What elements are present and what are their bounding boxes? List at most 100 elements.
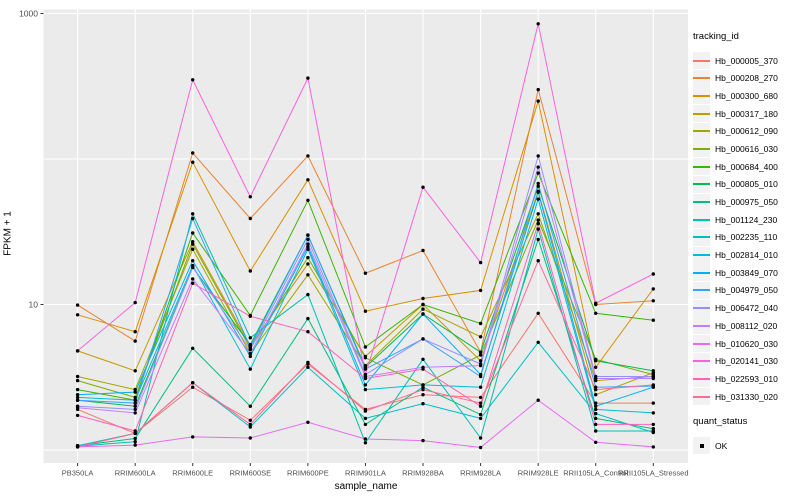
- legend-label-Hb_000616_030: Hb_000616_030: [715, 143, 778, 154]
- legend-key-Hb_000975_050: [693, 193, 710, 211]
- data-point-Hb_000975_050-RRIM600PE: [306, 316, 310, 321]
- data-point-Hb_000684_400-RRIM928LA: [478, 321, 483, 326]
- legend-item-Hb_000616_030: Hb_000616_030: [693, 140, 799, 158]
- legend-key-Hb_001124_230: [693, 211, 710, 229]
- data-point-Hb_000684_400-RRIM901LA: [363, 345, 368, 349]
- legend-item-Hb_002814_010: Hb_002814_010: [693, 246, 799, 264]
- data-point-Hb_000975_050-RRIM600SE: [248, 404, 252, 408]
- data-point-Hb_000975_050-RRIM600LE: [191, 346, 195, 350]
- data-point-Hb_001124_230-RRIM600LE: [191, 212, 195, 216]
- legend-key-Hb_000612_090: [693, 122, 710, 140]
- data-point-Hb_031330_020-RRIM928LA: [478, 401, 483, 405]
- data-point-Hb_000616_030-RRIM600LE: [191, 242, 195, 246]
- legend-item-Hb_000805_010: Hb_000805_010: [693, 175, 799, 193]
- data-point-Hb_000612_090-RRIM600LA: [133, 387, 137, 392]
- data-point-Hb_002814_010-RRIM901LA: [363, 387, 368, 392]
- data-point-Hb_000805_010-RRIM928LA: [478, 350, 483, 354]
- data-point-Hb_022593_010-RRIM600LA: [133, 429, 137, 433]
- data-point-Hb_000005_370-RRIM928BA: [421, 393, 425, 397]
- color-line-swatch-icon: [693, 342, 710, 345]
- data-point-Hb_000612_090-RRIM600LE: [191, 247, 195, 251]
- data-point-Hb_008112_020-RRIM600LE: [191, 277, 195, 281]
- color-line-swatch-icon: [693, 324, 710, 327]
- data-point-Hb_000616_030-RRIM600PE: [306, 255, 310, 260]
- data-point-Hb_000612_090-RRIM928BA: [421, 307, 425, 311]
- legend-item-Hb_000317_180: Hb_000317_180: [693, 105, 799, 123]
- data-point-Hb_002235_110-RRIM928LA: [478, 416, 483, 421]
- data-point-Hb_000317_180-RRIM928LA: [478, 359, 483, 363]
- color-line-swatch-icon: [693, 183, 710, 186]
- data-point-Hb_001124_230-RRIM928BA: [421, 357, 425, 361]
- legend-key-Hb_006472_040: [693, 299, 710, 317]
- data-point-Hb_002235_110-RRIM600PE: [306, 365, 310, 369]
- data-point-Hb_000208_270-RRIM928BA: [421, 248, 425, 253]
- data-point-Hb_004979_050-RRIM600SE: [248, 345, 252, 349]
- legend-item-Hb_003849_070: Hb_003849_070: [693, 264, 799, 282]
- data-point-Hb_031330_020-RRII105LA_Stressed: [651, 383, 655, 387]
- data-point-Hb_000684_400-RRIM928LE: [536, 171, 540, 175]
- data-point-Hb_000975_050-RRIM901LA: [363, 422, 368, 427]
- data-point-Hb_000300_680-RRIM600SE: [248, 269, 252, 273]
- x-tick-label-RRIM901LA: RRIM901LA: [345, 469, 386, 478]
- data-point-Hb_002814_010-RRIM928LA: [478, 385, 483, 389]
- legend-label-Hb_000975_050: Hb_000975_050: [715, 197, 778, 207]
- data-point-Hb_010620_030-RRIM600LA: [133, 443, 137, 447]
- legend-label-Hb_000208_270: Hb_000208_270: [715, 73, 778, 84]
- legend-key-Hb_000684_400: [693, 158, 710, 176]
- legend-key-Hb_000805_010: [693, 175, 710, 193]
- data-point-Hb_000317_180-RRIM600PE: [306, 262, 310, 266]
- legend-label-Hb_008112_020: Hb_008112_020: [715, 320, 778, 331]
- data-point-Hb_000300_680-RRIM600PE: [306, 178, 310, 182]
- data-point-Hb_000005_370-RRII105LA_Stressed: [651, 401, 655, 405]
- data-point-Hb_000208_270-RRIM901LA: [363, 271, 368, 275]
- data-point-Hb_031330_020-RRIM901LA: [363, 409, 368, 413]
- axis-ticks: [40, 13, 654, 466]
- data-point-Hb_000805_010-RRII105LA_Control: [594, 359, 598, 363]
- y-tick-label-1000: 1000: [19, 8, 38, 18]
- data-point-Hb_008112_020-RRII105LA_Control: [594, 376, 598, 381]
- data-point-Hb_000684_400-RRII105LA_Control: [594, 311, 598, 315]
- color-line-swatch-icon: [693, 236, 710, 239]
- legend-label-Hb_031330_020: Hb_031330_020: [715, 391, 778, 402]
- data-point-Hb_003849_070-RRIM600LE: [191, 259, 195, 263]
- legend-item-Hb_004979_050: Hb_004979_050: [693, 281, 799, 299]
- data-point-Hb_000300_680-RRIM928LE: [536, 99, 540, 103]
- y-axis-title: FPKM + 1: [2, 211, 14, 256]
- data-point-Hb_000005_370-RRIM928LE: [536, 311, 540, 315]
- data-point-Hb_000300_680-PB350LA: [75, 313, 80, 317]
- data-point-Hb_002814_010-PB350LA: [75, 395, 80, 400]
- legend-item-Hb_002235_110: Hb_002235_110: [693, 228, 799, 246]
- color-line-swatch-icon: [693, 289, 710, 292]
- data-point-Hb_022593_010-RRIM901LA: [363, 376, 368, 381]
- data-point-Hb_004979_050-RRIM928LA: [478, 374, 483, 379]
- legend-item-Hb_006472_040: Hb_006472_040: [693, 299, 799, 317]
- data-point-Hb_001124_230-RRIM600PE: [306, 292, 310, 297]
- data-point-Hb_022593_010-PB350LA: [75, 413, 80, 418]
- data-point-Hb_008112_020-RRIM600PE: [306, 242, 310, 246]
- color-line-swatch-icon: [693, 59, 710, 62]
- data-point-Hb_003849_070-RRII105LA_Control: [594, 404, 598, 408]
- data-point-Hb_000684_400-RRII105LA_Stressed: [651, 318, 655, 322]
- legend-item-Hb_001124_230: Hb_001124_230: [693, 211, 799, 229]
- data-point-Hb_002235_110-RRIM928LE: [536, 340, 540, 344]
- legend-key-Hb_031330_020: [693, 388, 710, 406]
- legend-title-tracking-id: tracking_id: [693, 31, 739, 42]
- data-point-Hb_000975_050-RRIM600LA: [133, 436, 137, 441]
- data-point-Hb_031330_020-RRIM600SE: [248, 422, 252, 427]
- data-point-Hb_020141_030-RRIM928LA: [478, 260, 483, 265]
- legend-item-Hb_010620_030: Hb_010620_030: [693, 335, 799, 352]
- legend-item-ok: OK: [693, 437, 799, 455]
- data-point-Hb_000616_030-RRIM928LA: [478, 353, 483, 357]
- color-line-swatch-icon: [693, 307, 710, 310]
- data-point-Hb_004979_050-RRII105LA_Control: [594, 385, 598, 389]
- series-points: [75, 22, 655, 450]
- color-line-swatch-icon: [693, 201, 710, 203]
- data-point-Hb_000616_030-RRIM600LA: [133, 395, 137, 400]
- data-point-Hb_000975_050-RRIM928LE: [536, 237, 540, 242]
- legend-item-Hb_020141_030: Hb_020141_030: [693, 352, 799, 370]
- data-point-Hb_000975_050-RRII105LA_Control: [594, 416, 598, 421]
- color-line-swatch-icon: [693, 218, 710, 221]
- legend-key-Hb_010620_030: [693, 335, 710, 352]
- legend-item-Hb_000300_680: Hb_000300_680: [693, 87, 799, 105]
